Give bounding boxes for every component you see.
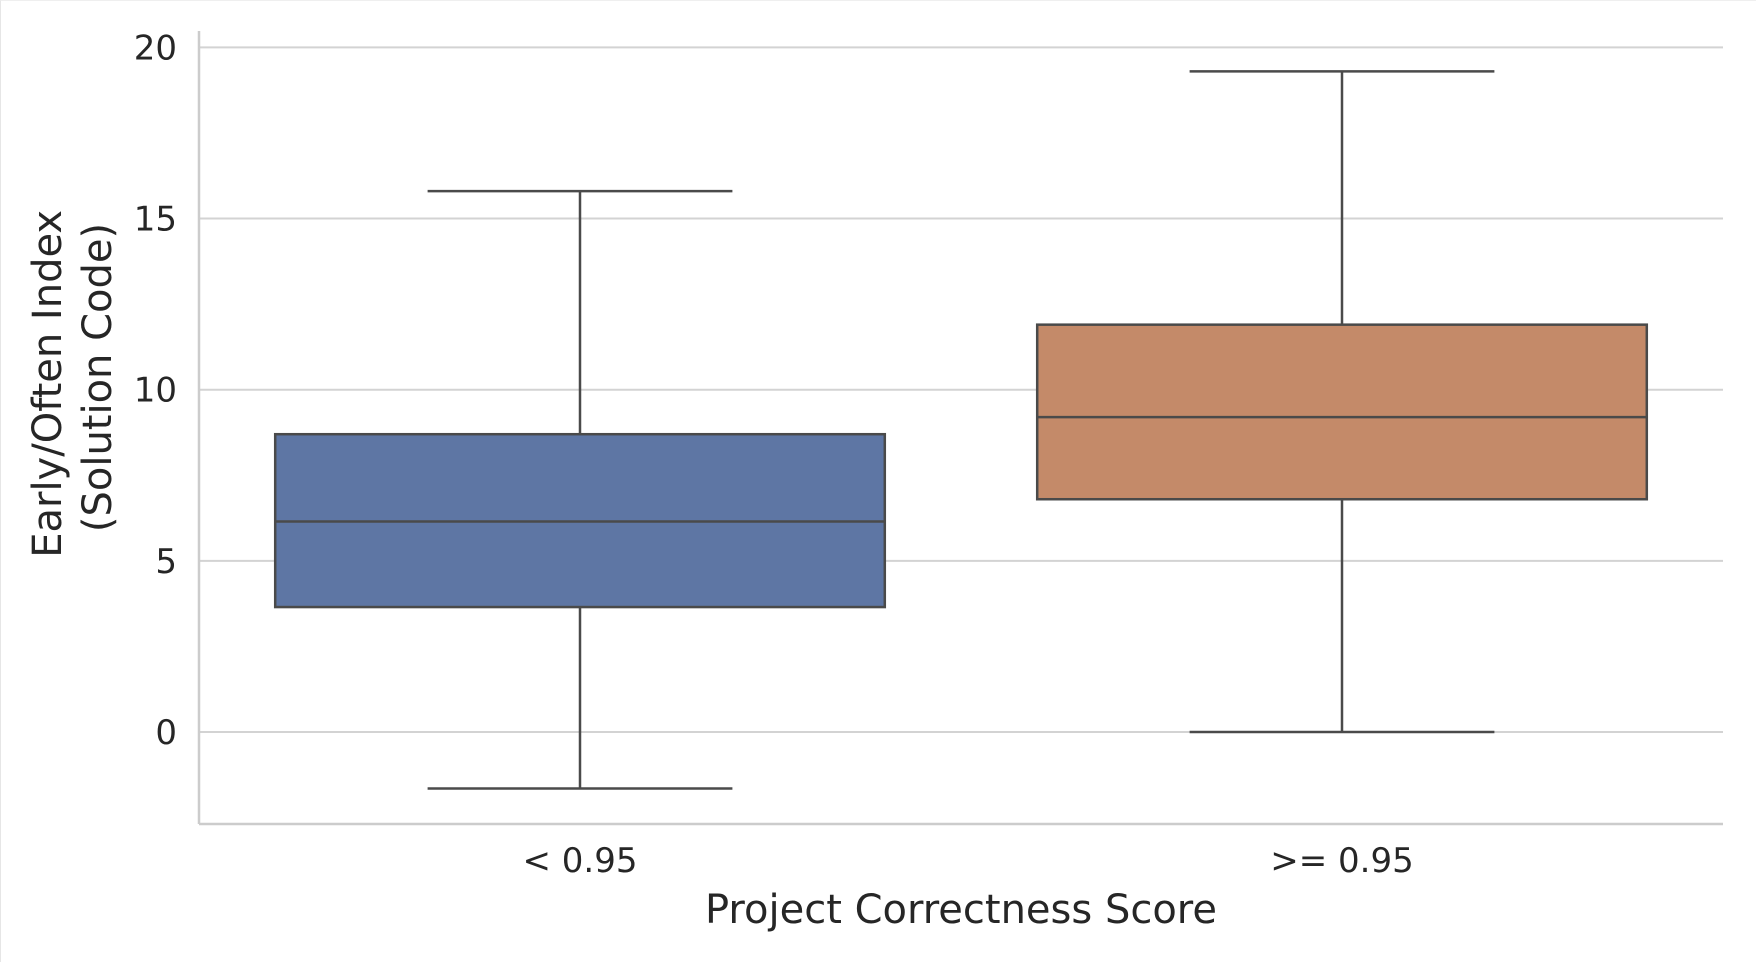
y-axis-label-line-2: (Solution Code) [75, 223, 121, 532]
y-tick-label: 10 [134, 371, 177, 411]
box-series [273, 70, 1649, 790]
y-tick-label: 0 [155, 713, 177, 753]
box-group [273, 189, 887, 790]
box-group [1035, 70, 1649, 734]
y-axis-label-line-1: Early/Often Index [25, 210, 71, 558]
x-tick-label: < 0.95 [523, 841, 638, 881]
axes [197, 31, 1723, 826]
iqr-box [1035, 323, 1649, 501]
y-tick-label: 15 [134, 200, 177, 240]
y-tick-label: 5 [155, 542, 177, 582]
y-tick-label: 20 [134, 28, 177, 68]
axis-labels: Project Correctness Score Early/Often In… [25, 197, 1217, 933]
x-axis-label: Project Correctness Score [705, 887, 1217, 933]
y-axis-label: Early/Often Index (Solution Code) [25, 197, 121, 558]
tick-labels: 0 5 10 15 20 < 0.95 >= 0.95 [134, 28, 1414, 881]
x-tick-label: >= 0.95 [1270, 841, 1414, 881]
